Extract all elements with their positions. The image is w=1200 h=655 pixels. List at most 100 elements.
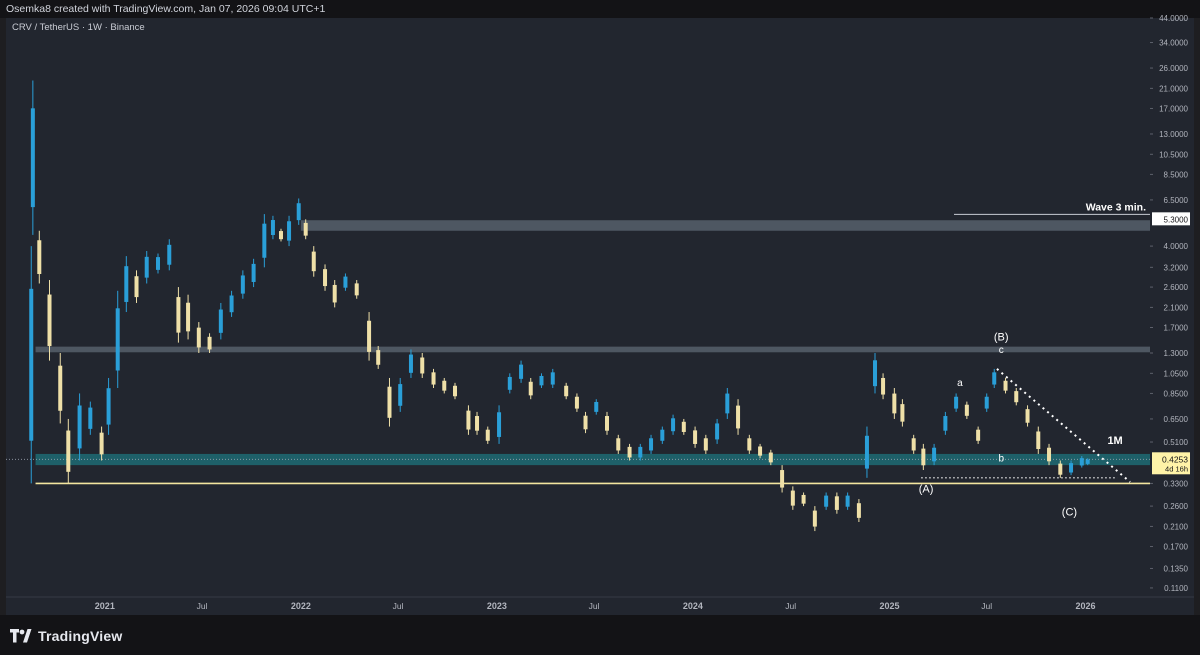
- candle-body: [780, 470, 785, 488]
- candle-body: [442, 380, 447, 391]
- wave-3-label: Wave 3 min.: [1086, 201, 1146, 213]
- candle-body: [420, 357, 425, 374]
- candle-body: [196, 327, 201, 348]
- candle-body: [671, 418, 676, 432]
- candle-body: [66, 430, 71, 472]
- candle-body: [229, 295, 234, 313]
- y-axis-tick: 8.5000: [1164, 170, 1189, 179]
- candle-body: [251, 263, 256, 282]
- target-price-label: 5.3000: [1164, 215, 1189, 224]
- wave-label: c: [999, 345, 1004, 356]
- y-axis-tick: 0.2100: [1164, 522, 1189, 531]
- candle-body: [240, 275, 245, 294]
- x-axis-tick: 2023: [487, 601, 507, 611]
- mid-range-zone: [35, 346, 1150, 353]
- candle-body: [703, 438, 708, 451]
- y-axis-tick: 44.0000: [1159, 14, 1188, 23]
- candle-body: [278, 231, 283, 240]
- candle-body: [1014, 391, 1019, 403]
- chart-panel[interactable]: [6, 18, 1194, 615]
- y-axis-tick: 3.2000: [1164, 263, 1189, 272]
- candle-body: [638, 446, 643, 458]
- y-axis-tick: 6.5000: [1164, 196, 1189, 205]
- y-axis-tick: 2.1000: [1164, 303, 1189, 312]
- wave-label: (A): [919, 483, 934, 495]
- wave-label: a: [957, 378, 963, 389]
- candle-body: [594, 401, 599, 412]
- y-axis-tick: 17.0000: [1159, 104, 1188, 113]
- candle-body: [660, 429, 665, 441]
- candle-body: [834, 496, 839, 510]
- candle-body: [881, 377, 886, 395]
- candle-body: [715, 423, 720, 440]
- y-axis-tick: 1.7000: [1164, 323, 1189, 332]
- candle-body: [1058, 463, 1063, 475]
- y-axis-tick: 0.1350: [1164, 564, 1189, 573]
- candle-body: [507, 376, 512, 390]
- candle-body: [453, 385, 458, 397]
- wave-label: 1M: [1107, 435, 1122, 447]
- candle-body: [296, 203, 301, 221]
- upper-resistance-zone: [300, 220, 1151, 231]
- candle-body: [736, 405, 741, 429]
- candle-body: [1079, 458, 1084, 466]
- candle-body: [992, 372, 997, 385]
- candle-body: [873, 360, 878, 387]
- candle-body: [367, 320, 372, 352]
- candle-body: [747, 438, 752, 451]
- candle-body: [1069, 463, 1074, 473]
- candle-body: [77, 405, 82, 449]
- chart-caption-bar: Osemka8 created with TradingView.com, Ja…: [0, 0, 1200, 18]
- tradingview-logo[interactable]: TradingView: [10, 626, 122, 646]
- candle-body: [37, 240, 42, 274]
- trendline-b-to-c: [996, 368, 1131, 483]
- y-axis-tick: 0.3300: [1164, 479, 1189, 488]
- y-axis-tick: 26.0000: [1159, 64, 1188, 73]
- candle-body: [768, 452, 773, 463]
- candle-body: [649, 438, 654, 451]
- candle-body: [964, 404, 969, 416]
- candle-body: [984, 396, 989, 409]
- candle-body: [398, 384, 403, 406]
- support-zone-1m: [35, 453, 1150, 466]
- candle-body: [186, 302, 191, 332]
- candle-body: [376, 350, 381, 365]
- current-price-label: 0.4253: [1162, 454, 1188, 464]
- candle-body: [725, 393, 730, 414]
- candle-body: [124, 266, 129, 302]
- candle-body: [616, 438, 621, 451]
- candle-body: [431, 372, 436, 385]
- price-axis: [1150, 18, 1194, 615]
- x-axis-tick: Jul: [393, 601, 404, 611]
- candle-body: [528, 381, 533, 396]
- candle-body: [387, 386, 392, 418]
- tradingview-logo-text: TradingView: [38, 628, 123, 644]
- candle-body: [332, 284, 337, 303]
- candle-body: [47, 294, 52, 347]
- x-axis-tick: Jul: [785, 601, 796, 611]
- x-axis-tick: 2026: [1076, 601, 1096, 611]
- candle-body: [466, 410, 471, 430]
- candle-body: [824, 495, 829, 507]
- y-axis-tick: 1.3000: [1164, 349, 1189, 358]
- candle-body: [519, 364, 524, 379]
- candle-body: [932, 447, 937, 462]
- candle-body: [1085, 459, 1090, 464]
- candle-body: [262, 223, 267, 258]
- candle-body: [58, 365, 63, 411]
- candle-body: [30, 108, 35, 208]
- y-axis-tick: 1.0500: [1164, 369, 1189, 378]
- y-axis-tick: 21.0000: [1159, 84, 1188, 93]
- y-axis-tick: 0.1100: [1164, 584, 1188, 593]
- candle-body: [485, 429, 490, 441]
- y-axis-tick: 13.0000: [1159, 130, 1188, 139]
- candle-body: [921, 448, 926, 466]
- candle-body: [856, 503, 861, 518]
- candle-body: [892, 393, 897, 414]
- candle-body: [550, 372, 555, 385]
- candle-body: [583, 415, 588, 430]
- chart-caption: Osemka8 created with TradingView.com, Ja…: [6, 3, 326, 15]
- wave-label: (B): [994, 332, 1009, 344]
- price-chart[interactable]: (B)c a b (A) (C) 1M Wave 3 min. 44.0000 34.0000 2…: [0, 0, 1200, 615]
- y-axis-tick: 0.2600: [1164, 502, 1189, 511]
